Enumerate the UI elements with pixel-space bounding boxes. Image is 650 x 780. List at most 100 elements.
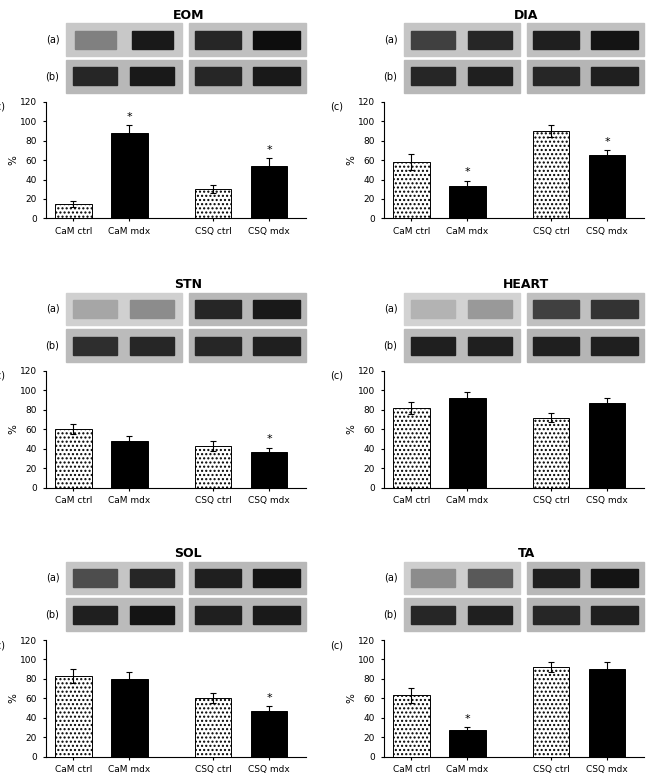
- Bar: [393, 162, 430, 218]
- Bar: [253, 67, 300, 86]
- Bar: [195, 698, 231, 757]
- Bar: [251, 452, 287, 488]
- Bar: [195, 300, 241, 318]
- Bar: [251, 711, 287, 757]
- Text: (b): (b): [384, 71, 397, 81]
- Title: STN: STN: [174, 278, 202, 292]
- Bar: [195, 569, 241, 587]
- Bar: [411, 605, 455, 624]
- Bar: [468, 31, 512, 49]
- Bar: [195, 605, 241, 624]
- Bar: [589, 403, 625, 488]
- Y-axis label: %: %: [346, 424, 357, 434]
- Bar: [195, 67, 241, 86]
- Bar: [75, 31, 116, 49]
- Bar: [449, 186, 486, 218]
- Text: (b): (b): [46, 71, 59, 81]
- Bar: [393, 408, 430, 488]
- Bar: [411, 300, 455, 318]
- Bar: [111, 133, 148, 218]
- Text: (a): (a): [46, 304, 59, 314]
- Bar: [195, 190, 231, 218]
- Bar: [533, 417, 569, 488]
- Bar: [533, 569, 579, 587]
- Y-axis label: %: %: [346, 693, 357, 704]
- Bar: [130, 300, 174, 318]
- Text: (b): (b): [384, 340, 397, 350]
- Bar: [253, 605, 300, 624]
- Bar: [133, 31, 173, 49]
- Bar: [533, 31, 579, 49]
- Bar: [130, 336, 174, 355]
- Bar: [533, 605, 579, 624]
- Bar: [449, 398, 486, 488]
- Y-axis label: %: %: [8, 155, 19, 165]
- Bar: [449, 730, 486, 757]
- Bar: [591, 31, 638, 49]
- Bar: [130, 67, 174, 86]
- Title: TA: TA: [517, 548, 535, 561]
- Text: (c): (c): [330, 102, 343, 112]
- Bar: [591, 300, 638, 318]
- Text: *: *: [266, 145, 272, 154]
- Bar: [111, 679, 148, 757]
- Bar: [533, 131, 569, 218]
- Bar: [253, 336, 300, 355]
- Bar: [468, 300, 512, 318]
- Bar: [533, 667, 569, 757]
- Text: *: *: [127, 112, 132, 122]
- Bar: [411, 31, 455, 49]
- Text: (c): (c): [0, 640, 5, 650]
- Y-axis label: %: %: [346, 155, 357, 165]
- Text: (b): (b): [46, 340, 59, 350]
- Text: (b): (b): [46, 609, 59, 619]
- Bar: [73, 300, 117, 318]
- Bar: [591, 336, 638, 355]
- Bar: [533, 336, 579, 355]
- Bar: [533, 67, 579, 86]
- Text: *: *: [465, 714, 470, 724]
- Text: (a): (a): [384, 304, 397, 314]
- Bar: [468, 67, 512, 86]
- Bar: [73, 336, 117, 355]
- Bar: [411, 67, 455, 86]
- Bar: [195, 31, 241, 49]
- Y-axis label: %: %: [8, 693, 19, 704]
- Bar: [591, 605, 638, 624]
- Title: DIA: DIA: [514, 9, 538, 23]
- Bar: [393, 696, 430, 757]
- Bar: [111, 441, 148, 488]
- Y-axis label: %: %: [8, 424, 19, 434]
- Bar: [411, 569, 455, 587]
- Bar: [73, 67, 117, 86]
- Bar: [589, 669, 625, 757]
- Text: *: *: [604, 137, 610, 147]
- Text: (a): (a): [46, 35, 59, 44]
- Bar: [73, 605, 117, 624]
- Bar: [468, 605, 512, 624]
- Bar: [468, 569, 512, 587]
- Text: *: *: [465, 167, 470, 177]
- Text: (c): (c): [0, 371, 5, 381]
- Text: *: *: [266, 434, 272, 445]
- Title: EOM: EOM: [172, 9, 204, 23]
- Bar: [253, 31, 300, 49]
- Bar: [130, 605, 174, 624]
- Bar: [468, 336, 512, 355]
- Bar: [253, 569, 300, 587]
- Title: SOL: SOL: [174, 548, 202, 561]
- Bar: [589, 155, 625, 218]
- Bar: [130, 569, 174, 587]
- Bar: [55, 204, 92, 218]
- Text: (c): (c): [0, 102, 5, 112]
- Text: *: *: [266, 693, 272, 703]
- Title: HEART: HEART: [503, 278, 549, 292]
- Text: (a): (a): [384, 573, 397, 583]
- Text: (c): (c): [330, 640, 343, 650]
- Bar: [533, 300, 579, 318]
- Text: (b): (b): [384, 609, 397, 619]
- Bar: [251, 166, 287, 218]
- Bar: [253, 300, 300, 318]
- Bar: [591, 569, 638, 587]
- Text: (a): (a): [384, 35, 397, 44]
